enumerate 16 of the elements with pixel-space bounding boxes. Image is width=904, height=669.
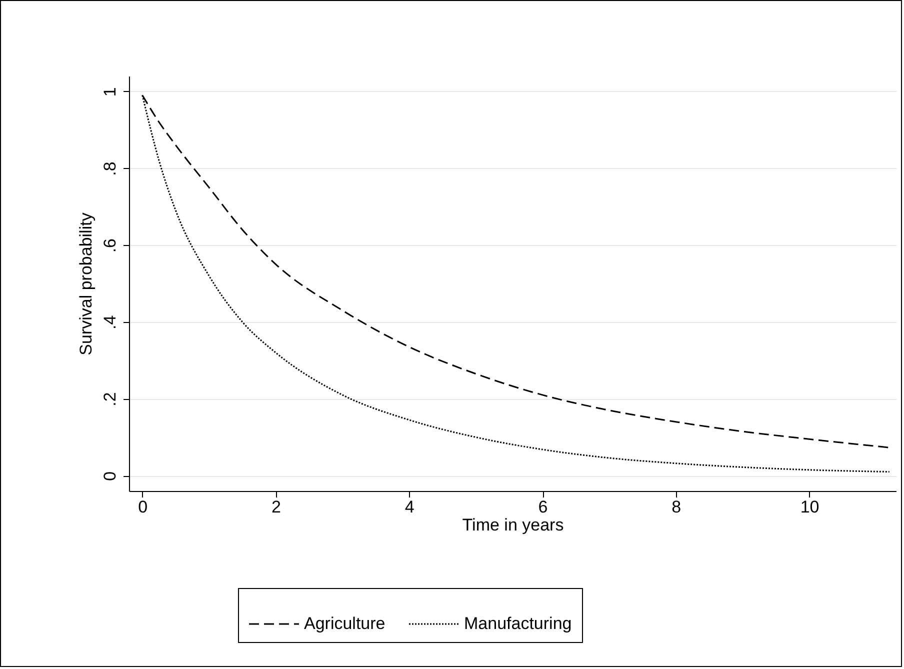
x-tick-label: 2 — [271, 498, 281, 516]
y-axis-title: Survival probability — [76, 212, 96, 356]
y-tick-label: .4 — [100, 315, 120, 330]
x-tick-label: 6 — [538, 498, 548, 516]
y-tick-label: 0 — [100, 471, 120, 481]
x-tick-label: 10 — [800, 498, 820, 516]
y-tick-label: .8 — [100, 162, 120, 176]
y-tick-label: .6 — [100, 238, 120, 253]
x-tick-label: 4 — [404, 498, 414, 516]
y-tick-label: .2 — [100, 392, 120, 406]
y-tick-label: 1 — [100, 87, 120, 97]
legend-label: Agriculture — [304, 614, 386, 633]
x-tick-label: 8 — [672, 498, 682, 516]
x-axis-title: Time in years — [462, 516, 564, 534]
legend-label: Manufacturing — [464, 614, 572, 633]
x-tick-label: 0 — [138, 498, 148, 516]
